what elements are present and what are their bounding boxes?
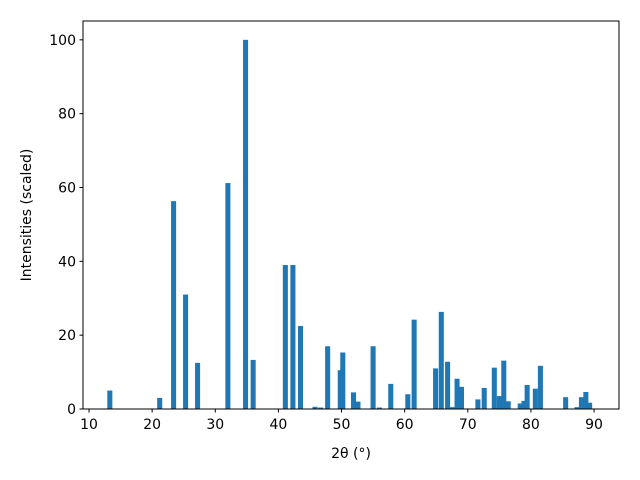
x-tick-label: 10	[80, 417, 98, 433]
bar	[340, 352, 346, 409]
bar	[250, 359, 256, 409]
bar	[195, 362, 201, 409]
bar	[411, 319, 417, 409]
bar	[376, 407, 382, 409]
bar	[325, 346, 331, 409]
bar	[351, 392, 357, 409]
bar	[496, 396, 502, 409]
bar	[318, 407, 324, 409]
bar	[449, 407, 455, 409]
y-tick-label: 0	[67, 402, 76, 418]
bar	[243, 39, 249, 409]
bar	[458, 386, 465, 409]
bar	[405, 394, 411, 409]
x-axis-label: 2θ (°)	[331, 446, 371, 462]
bar	[388, 383, 394, 409]
y-tick-label: 100	[49, 33, 76, 49]
bar	[183, 294, 189, 409]
bar	[171, 201, 177, 409]
bar	[355, 401, 361, 409]
bar	[433, 368, 439, 409]
bar	[521, 400, 527, 409]
bar	[481, 387, 487, 409]
bar	[297, 325, 304, 409]
bar	[532, 388, 538, 409]
plot-frame	[82, 20, 620, 410]
x-tick-label: 30	[206, 417, 224, 433]
bar	[454, 378, 460, 409]
y-tick-label: 60	[58, 180, 76, 196]
bar	[505, 401, 511, 409]
y-axis-label: Intensities (scaled)	[19, 149, 35, 282]
y-tick-label: 20	[58, 328, 76, 344]
bar	[574, 407, 580, 409]
bar	[107, 390, 113, 409]
bar	[587, 402, 593, 409]
bar	[312, 406, 318, 409]
bar	[475, 399, 481, 409]
bar	[491, 367, 497, 409]
x-tick-label: 50	[333, 417, 351, 433]
x-tick-label: 20	[143, 417, 161, 433]
bar	[157, 397, 163, 409]
bar	[290, 265, 296, 409]
bar	[445, 361, 451, 409]
bar	[517, 403, 523, 409]
bar	[578, 397, 584, 409]
y-tick-label: 40	[58, 254, 76, 270]
bar	[537, 365, 543, 409]
bar	[438, 311, 444, 409]
bar	[501, 360, 507, 409]
bar	[370, 346, 376, 409]
x-tick-label: 60	[396, 417, 414, 433]
x-tick-label: 80	[522, 417, 540, 433]
bar	[583, 392, 589, 409]
bar	[225, 183, 231, 409]
bar	[282, 265, 288, 409]
bar	[524, 385, 530, 409]
x-tick-label: 90	[585, 417, 603, 433]
bar	[563, 397, 569, 409]
y-tick-label: 80	[58, 107, 76, 123]
x-tick-label: 70	[459, 417, 477, 433]
x-tick-label: 40	[269, 417, 287, 433]
